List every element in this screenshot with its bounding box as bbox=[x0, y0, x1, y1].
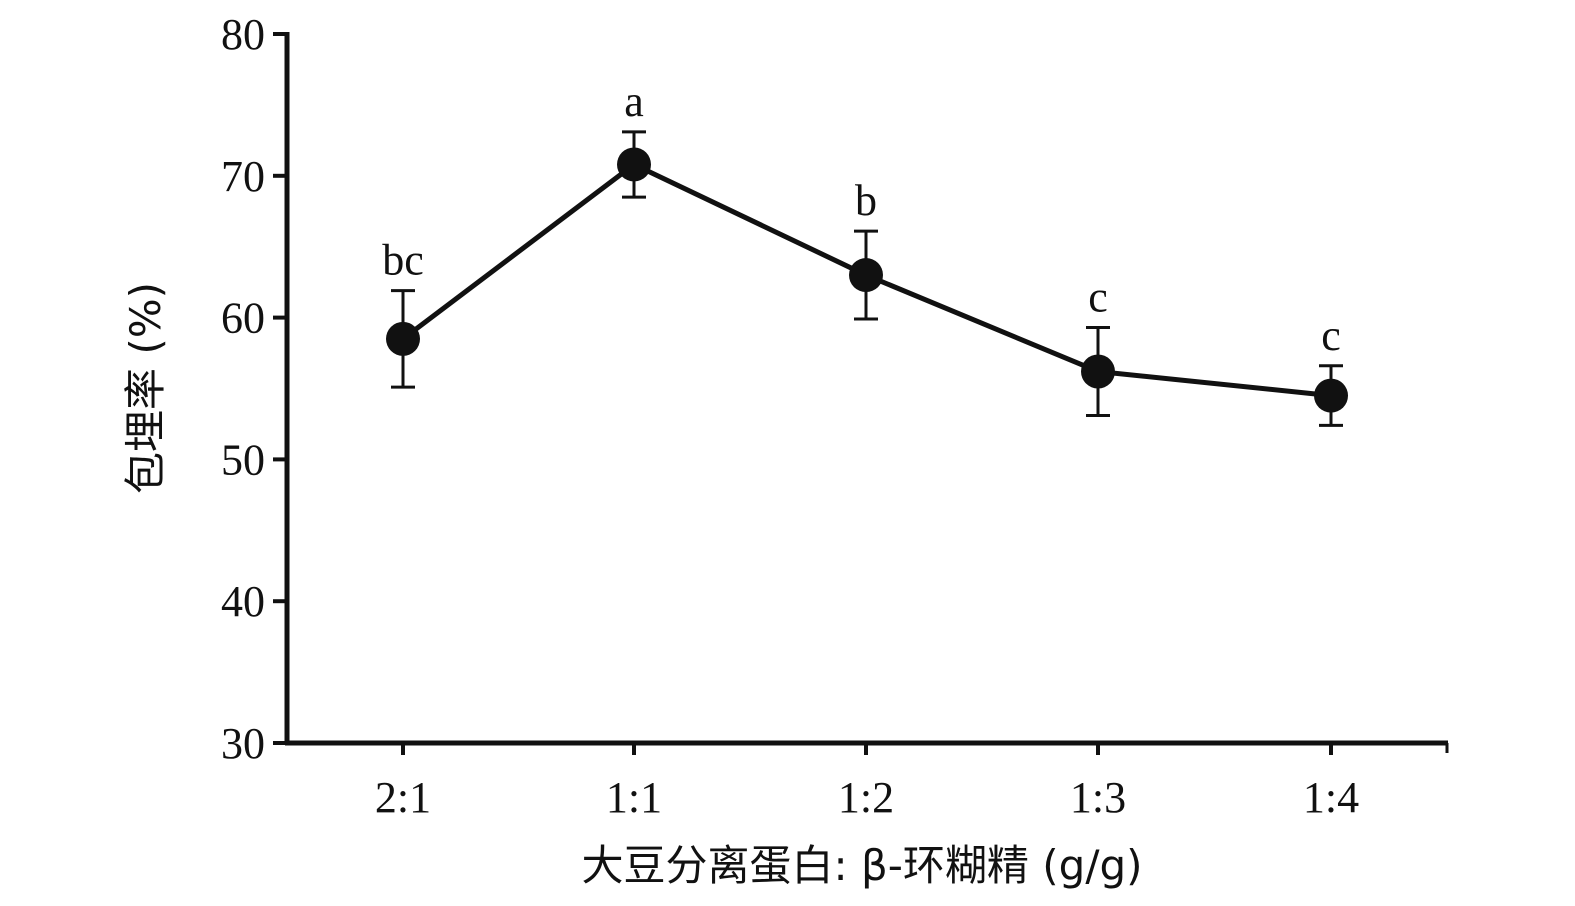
y-tick-label: 50 bbox=[221, 435, 265, 484]
significance-label: b bbox=[855, 176, 877, 225]
x-tick-label: 2:1 bbox=[375, 773, 431, 822]
y-tick-label: 40 bbox=[221, 577, 265, 626]
significance-label: c bbox=[1088, 273, 1108, 322]
x-ticks: 2:1 1:1 1:2 1:3 1:4 bbox=[375, 743, 1359, 822]
x-tick-label: 1:3 bbox=[1070, 773, 1126, 822]
y-ticks: 30 40 50 60 70 80 bbox=[221, 10, 287, 768]
data-point bbox=[1314, 378, 1348, 413]
y-axis-label: 包埋率 (%) bbox=[121, 282, 170, 494]
data-point bbox=[1081, 354, 1115, 389]
y-tick-label: 80 bbox=[221, 10, 265, 59]
axes bbox=[284, 32, 1449, 753]
y-tick-label: 30 bbox=[221, 719, 265, 768]
data-point bbox=[849, 258, 883, 293]
data-point bbox=[386, 321, 420, 356]
significance-label: a bbox=[624, 77, 644, 126]
data-point bbox=[617, 147, 651, 182]
x-tick-label: 1:4 bbox=[1303, 773, 1359, 822]
y-tick-label: 60 bbox=[221, 294, 265, 343]
x-tick-label: 1:1 bbox=[606, 773, 662, 822]
x-axis-label: 大豆分离蛋白: β-环糊精 (g/g) bbox=[581, 841, 1142, 890]
y-tick-label: 70 bbox=[221, 152, 265, 201]
significance-label: c bbox=[1321, 311, 1341, 360]
x-tick-label: 1:2 bbox=[838, 773, 894, 822]
significance-label: bc bbox=[382, 236, 424, 285]
